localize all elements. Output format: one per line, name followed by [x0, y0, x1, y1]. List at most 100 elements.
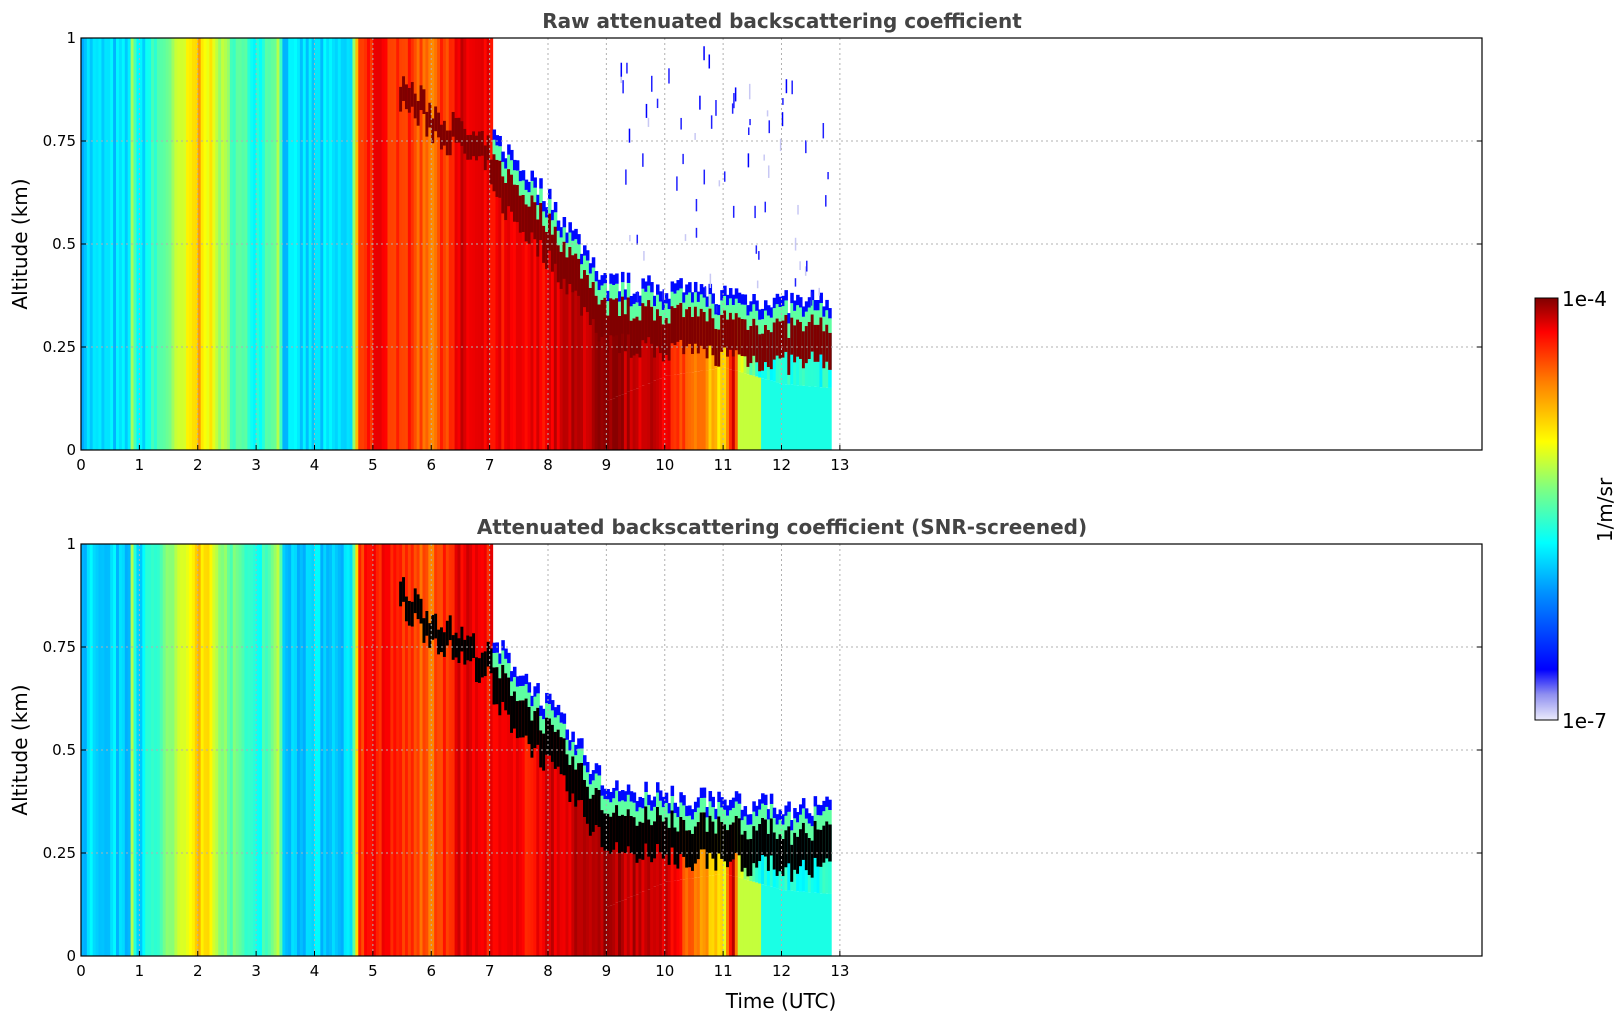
- heatmap-cell: [673, 880, 678, 956]
- heatmap-cell: [691, 372, 695, 450]
- layer-cell: [472, 633, 476, 658]
- edge-cell: [769, 803, 774, 819]
- heatmap-cell: [486, 38, 491, 450]
- layer-cell: [425, 610, 429, 636]
- heatmap-cell: [626, 897, 631, 956]
- edge-cell: [655, 284, 660, 295]
- colorbar-unit-label: 1/m/sr: [1593, 477, 1617, 542]
- edge-cell: [714, 808, 718, 820]
- edge-cell: [761, 308, 765, 320]
- edge-cell: [495, 135, 499, 146]
- noise-speck: [682, 153, 684, 165]
- edge-cell: [533, 686, 537, 697]
- edge-cell: [714, 819, 718, 834]
- heatmap-cell: [121, 38, 126, 450]
- edge-cell: [749, 824, 753, 839]
- edge-cell: [507, 663, 511, 678]
- edge-cell: [591, 267, 596, 282]
- layer-cell: [691, 833, 695, 871]
- edge-cell: [775, 304, 780, 319]
- edge-cell: [644, 792, 648, 807]
- edge-cell: [542, 719, 546, 734]
- x-tick-label: 2: [193, 962, 203, 980]
- heatmap-cell: [183, 544, 187, 956]
- heatmap-cell: [191, 38, 196, 450]
- heatmap-cell: [206, 544, 211, 956]
- heatmap-cell: [612, 812, 616, 905]
- layer-cell: [723, 824, 727, 862]
- edge-cell: [720, 300, 724, 315]
- heatmap-cell: [238, 544, 243, 956]
- edge-cell: [571, 240, 575, 256]
- noise-speck: [629, 234, 631, 242]
- heatmap-cell: [358, 38, 362, 450]
- layer-cell: [708, 308, 713, 346]
- heatmap-cell: [273, 544, 278, 956]
- edge-cell: [615, 273, 619, 284]
- heatmap-cell: [594, 295, 599, 450]
- edge-cell: [705, 817, 710, 832]
- noise-speck: [643, 251, 645, 261]
- edge-cell: [545, 703, 549, 718]
- layer-cell: [501, 664, 505, 702]
- edge-cell: [495, 652, 499, 668]
- edge-cell: [530, 706, 535, 721]
- x-tick-label: 11: [714, 962, 733, 980]
- edge-cell: [647, 794, 651, 806]
- edge-cell: [717, 315, 721, 330]
- heatmap-cell: [550, 724, 555, 956]
- edge-cell: [825, 299, 829, 311]
- edge-cell: [828, 308, 832, 319]
- edge-cell: [720, 797, 724, 808]
- edge-cell: [606, 799, 610, 814]
- heatmap-cell: [162, 544, 167, 956]
- heatmap-cell: [600, 299, 605, 450]
- heatmap-cell: [632, 895, 637, 956]
- edge-cell: [562, 217, 567, 228]
- layer-cell: [539, 730, 543, 768]
- edge-cell: [658, 790, 663, 801]
- layer-cell: [658, 815, 663, 853]
- edge-cell: [746, 814, 750, 825]
- heatmap-cell: [825, 893, 829, 956]
- layer-cell: [571, 756, 575, 794]
- layer-cell: [545, 231, 549, 269]
- edge-cell: [629, 801, 634, 816]
- layer-cell: [688, 306, 692, 344]
- edge-cell: [553, 201, 558, 213]
- layer-cell: [655, 806, 660, 845]
- heatmap-cell: [527, 707, 532, 956]
- layer-cell: [477, 658, 482, 683]
- noise-speck: [785, 79, 788, 94]
- heatmap-cell: [302, 38, 307, 450]
- heatmap-cell: [655, 806, 660, 886]
- layer-cell: [480, 652, 485, 678]
- layer-cell: [717, 816, 721, 854]
- layer-cell: [737, 317, 742, 355]
- edge-cell: [667, 298, 672, 310]
- noise-speck: [680, 117, 682, 130]
- heatmap-cell: [597, 304, 602, 450]
- layer-cell: [445, 620, 450, 646]
- edge-cell: [664, 802, 669, 818]
- heatmap-cell: [606, 813, 610, 907]
- edge-cell: [728, 799, 733, 811]
- edge-cell: [644, 281, 648, 292]
- noise-speck: [822, 123, 825, 139]
- edge-cell: [597, 279, 602, 291]
- edge-cell: [740, 294, 745, 305]
- heatmap-cell: [343, 544, 348, 956]
- layer-cell: [472, 131, 476, 157]
- edge-cell: [650, 292, 654, 307]
- layer-cell: [410, 82, 415, 107]
- layer-cell: [615, 298, 619, 336]
- heatmap-cell: [451, 38, 456, 450]
- heatmap-cell: [816, 386, 821, 450]
- edge-cell: [708, 283, 713, 295]
- noise-speck: [709, 273, 712, 289]
- edge-cell: [565, 242, 570, 258]
- edge-cell: [696, 807, 701, 823]
- layer-cell: [620, 296, 625, 334]
- noise-speck: [636, 291, 639, 303]
- edge-cell: [670, 785, 675, 797]
